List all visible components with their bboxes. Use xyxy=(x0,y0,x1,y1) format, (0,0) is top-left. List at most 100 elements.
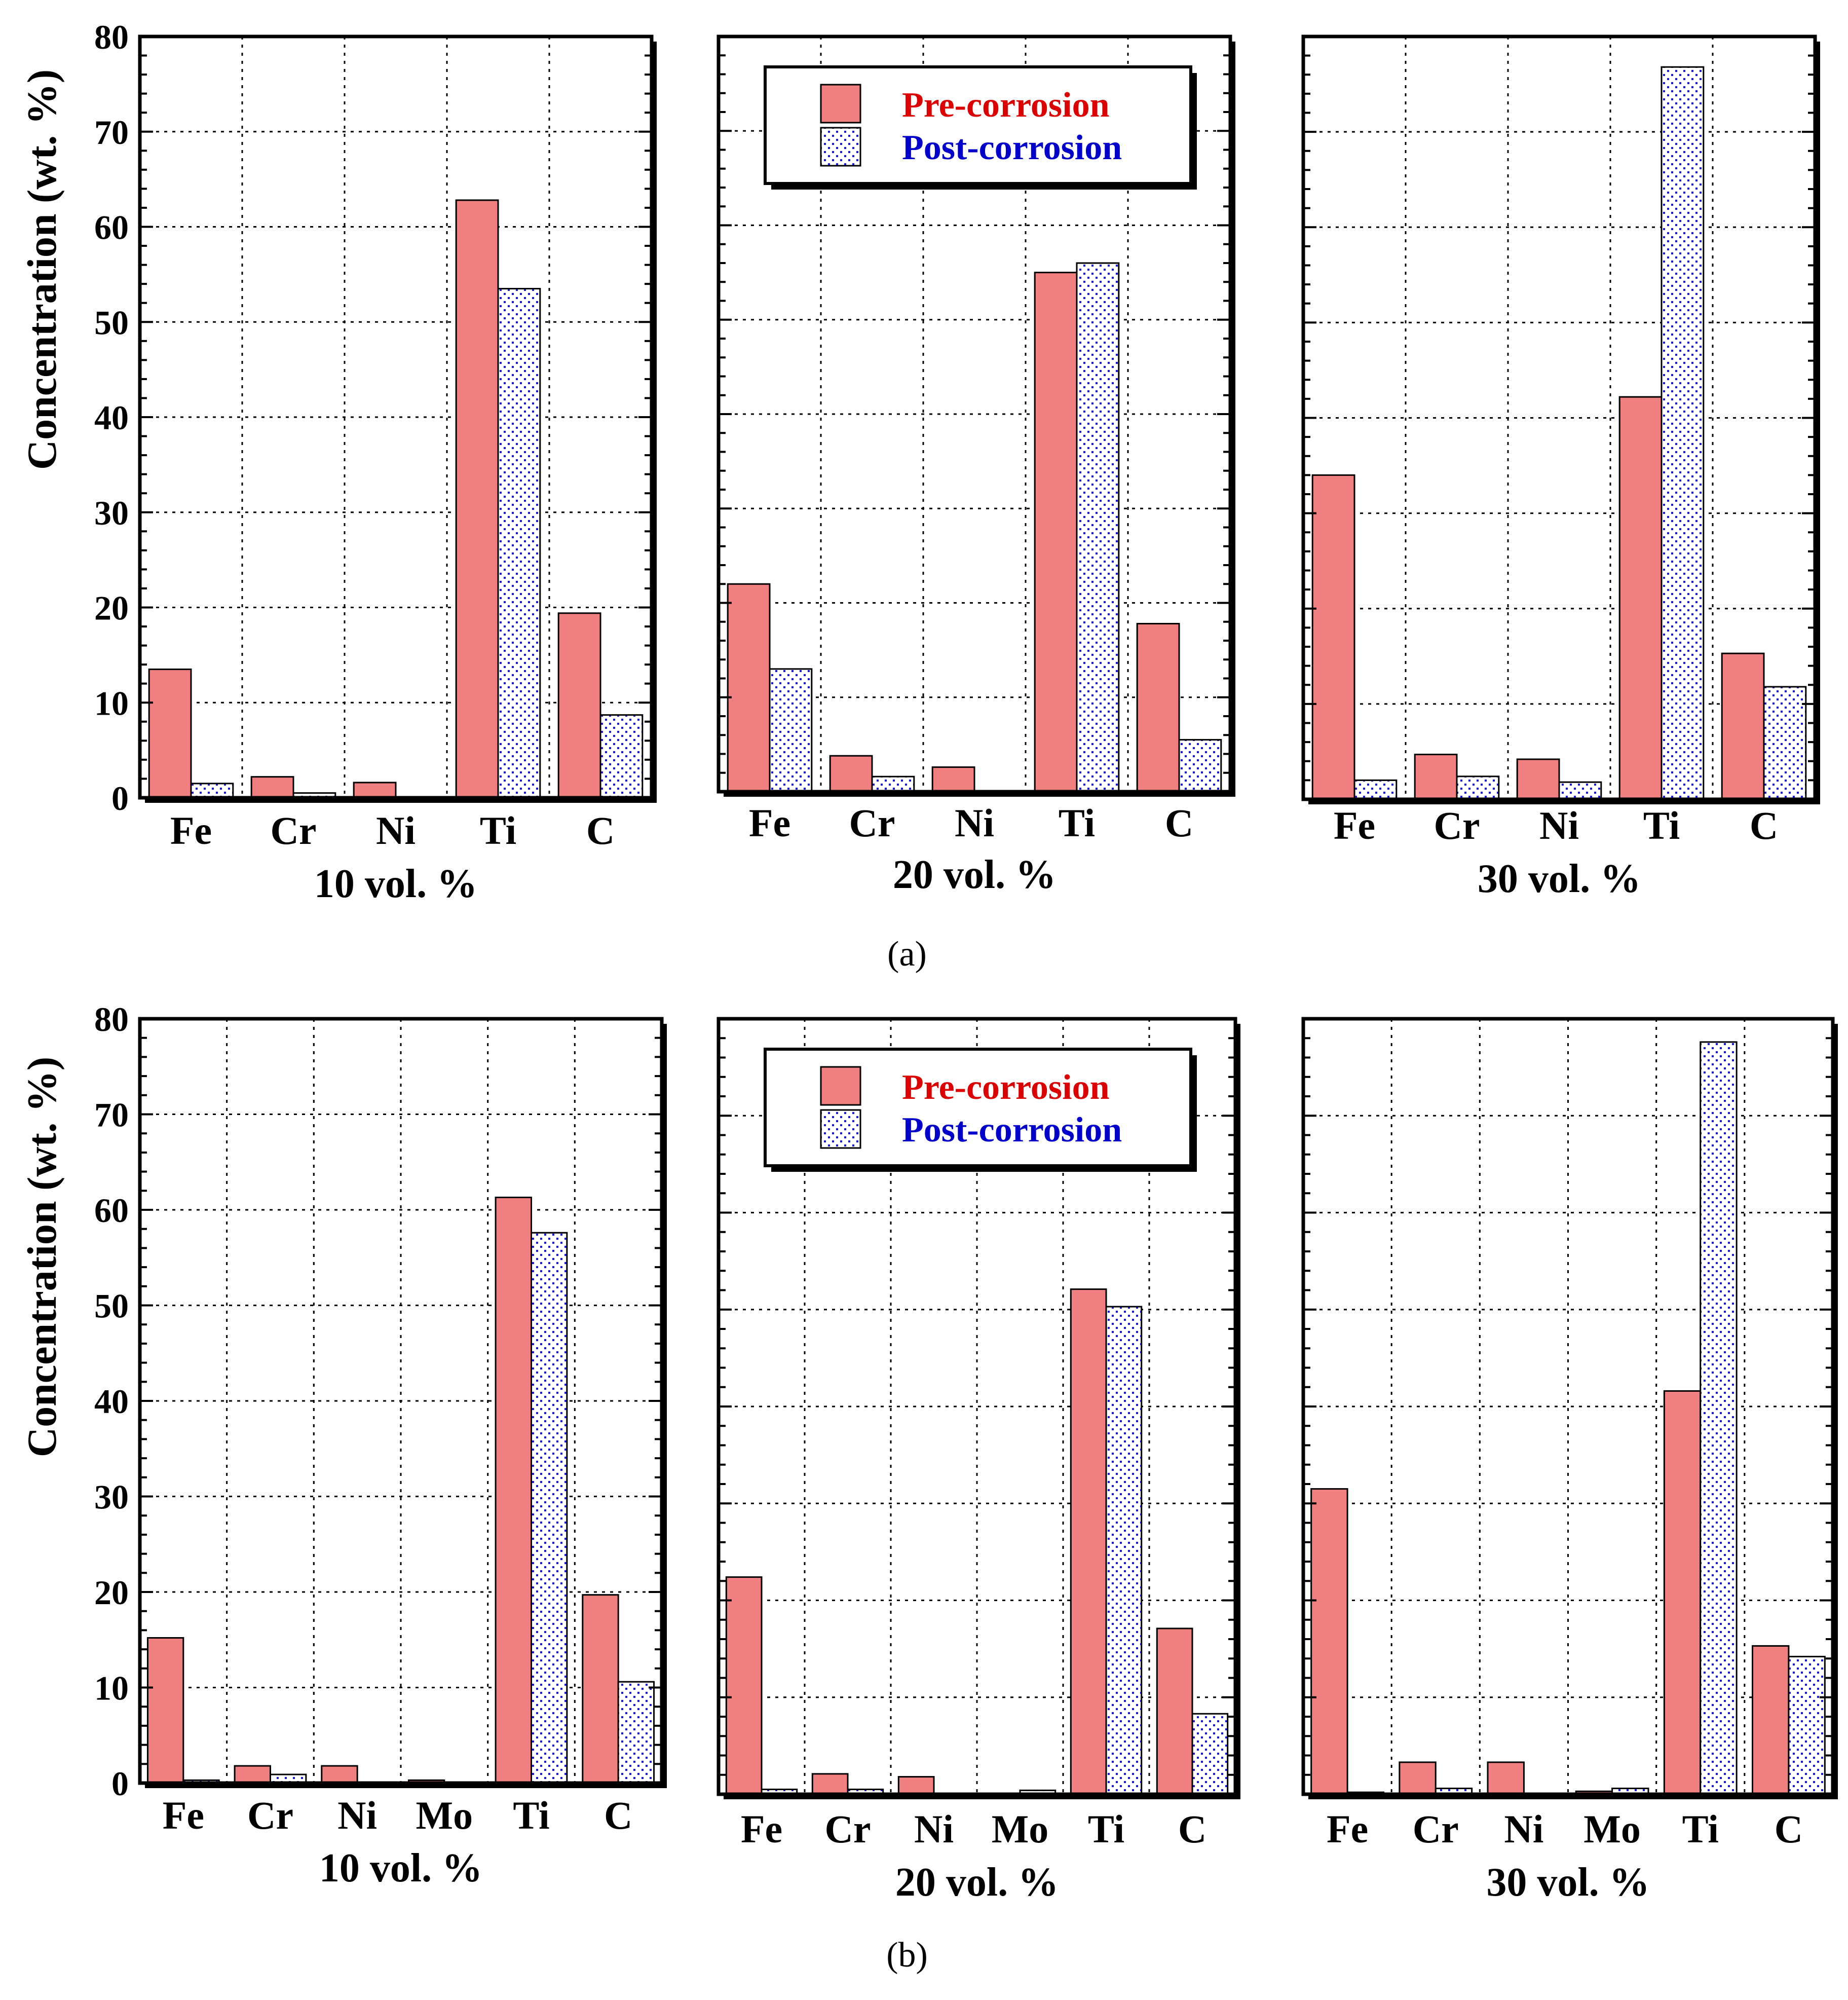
y-tick-label: 10 xyxy=(94,684,129,722)
y-tick-label: 10 xyxy=(94,1669,129,1708)
bar-pre-cr xyxy=(1414,754,1458,800)
category-label-ti: Ti xyxy=(1682,1807,1719,1851)
bar-post-ti xyxy=(1076,262,1120,793)
bar-post-ti xyxy=(1105,1306,1143,1795)
legend-swatch-post xyxy=(820,1109,861,1149)
bar-post-c xyxy=(1191,1713,1229,1795)
bar-post-ti xyxy=(497,288,541,799)
category-label-ni: Ni xyxy=(1539,803,1579,847)
category-label-ti: Ti xyxy=(480,808,516,853)
bar-pre-fe xyxy=(1311,474,1355,800)
category-label-fe: Fe xyxy=(163,1793,204,1837)
category-label-cr: Cr xyxy=(247,1793,293,1837)
y-tick-label: 0 xyxy=(111,1764,129,1803)
category-label-ni: Ni xyxy=(955,801,994,845)
y-tick-label: 40 xyxy=(94,398,129,437)
bar-pre-cr xyxy=(829,755,873,793)
panel-title: 20 vol. % xyxy=(895,1860,1059,1905)
bar-pre-fe xyxy=(725,1576,763,1795)
panel-b-2: Fe Cr Ni Mo Ti C 20 vol. % Pre-corrosionPost-co… xyxy=(716,1017,1240,1905)
bar-post-cr xyxy=(871,775,915,793)
caption-a: (a) xyxy=(887,935,927,974)
category-label-ni: Ni xyxy=(1504,1807,1543,1851)
y-tick-label: 80 xyxy=(94,1000,129,1039)
category-label-mo: Mo xyxy=(992,1807,1049,1851)
bar-pre-cr xyxy=(234,1765,271,1784)
y-tick-label: 20 xyxy=(94,1573,129,1612)
panel-title: 30 vol. % xyxy=(1486,1860,1649,1905)
bar-pre-ni xyxy=(897,1776,935,1795)
bar-pre-cr xyxy=(811,1773,849,1795)
y-tick-label: 50 xyxy=(94,1287,129,1325)
bar-post-c xyxy=(1788,1655,1826,1795)
y-tick-label: 60 xyxy=(94,208,129,247)
bar-post-fe xyxy=(769,668,813,793)
bar-pre-ni xyxy=(321,1765,358,1784)
legend-swatch-post xyxy=(820,127,861,167)
bar-pre-ti xyxy=(1618,396,1663,800)
category-label-cr: Cr xyxy=(825,1807,871,1851)
bar-pre-c xyxy=(1752,1645,1790,1795)
legend-label-pre: Pre-corrosion xyxy=(902,86,1110,125)
panel-title: 10 vol. % xyxy=(319,1846,482,1891)
panel-b-3: Fe Cr Ni Mo Ti C 30 vol. % xyxy=(1301,1017,1838,1905)
category-label-mo: Mo xyxy=(1583,1807,1641,1851)
category-label-fe: Fe xyxy=(741,1807,782,1851)
category-label-ni: Ni xyxy=(914,1807,954,1851)
y-tick-label: 50 xyxy=(94,303,129,342)
category-label-c: C xyxy=(1165,801,1193,845)
category-label-ti: Ti xyxy=(1088,1807,1124,1851)
bar-pre-fe xyxy=(727,583,771,793)
y-axis-label-a: Concentration (wt. %) xyxy=(19,69,65,470)
bar-pre-ni xyxy=(353,782,397,799)
legend-swatch-pre xyxy=(820,84,861,124)
bar-pre-fe xyxy=(148,669,192,799)
category-label-cr: Cr xyxy=(1413,1807,1459,1851)
plot-area xyxy=(1303,1019,1833,1794)
bar-post-c xyxy=(1178,739,1222,793)
y-tick-label: 80 xyxy=(94,18,129,56)
bar-pre-c xyxy=(1136,622,1180,793)
legend-label-post: Post-corrosion xyxy=(902,1110,1122,1150)
category-label-c: C xyxy=(586,808,615,853)
category-label-c: C xyxy=(1750,803,1778,847)
category-label-c: C xyxy=(604,1793,632,1837)
y-tick-label: 70 xyxy=(94,1096,129,1134)
bar-pre-c xyxy=(1156,1627,1193,1795)
y-tick-label: 40 xyxy=(94,1382,129,1421)
panel-title: 10 vol. % xyxy=(314,862,477,906)
y-tick-label: 0 xyxy=(111,779,129,818)
bar-pre-ti xyxy=(1034,272,1078,793)
category-label-cr: Cr xyxy=(271,808,317,853)
bar-post-fe xyxy=(1353,779,1398,800)
bar-pre-fe xyxy=(1310,1488,1348,1795)
category-label-mo: Mo xyxy=(416,1793,473,1837)
bar-pre-c xyxy=(557,612,601,799)
category-label-ni: Ni xyxy=(376,808,416,853)
category-label-ti: Ti xyxy=(1059,801,1095,845)
panel-a-2: Fe Cr Ni Ti C 20 vol. % Pre-corrosionPost-corr… xyxy=(716,34,1235,897)
y-tick-label: 20 xyxy=(94,589,129,627)
bar-pre-ti xyxy=(455,199,499,799)
bar-post-ti xyxy=(1661,66,1705,800)
category-label-c: C xyxy=(1178,1807,1206,1851)
panel-b-1: Fe Cr Ni Mo Ti C 0 10 20 30 40 50 60 70 80 10 vol. % xyxy=(94,1000,667,1891)
bar-pre-c xyxy=(1721,652,1765,800)
legend-label-pre: Pre-corrosion xyxy=(902,1068,1110,1107)
category-label-fe: Fe xyxy=(170,808,212,853)
category-label-ti: Ti xyxy=(513,1793,549,1837)
caption-b: (b) xyxy=(886,1936,928,1975)
y-tick-label: 30 xyxy=(94,1478,129,1516)
y-tick-label: 30 xyxy=(94,494,129,532)
legend-label-post: Post-corrosion xyxy=(902,128,1122,167)
panel-title: 30 vol. % xyxy=(1478,857,1641,901)
bar-pre-ti xyxy=(495,1196,532,1784)
category-label-c: C xyxy=(1775,1807,1803,1851)
bar-post-ti xyxy=(1700,1041,1738,1795)
bar-post-c xyxy=(617,1681,655,1784)
category-label-ti: Ti xyxy=(1643,803,1680,847)
y-axis-label-b: Concentration (wt. %) xyxy=(19,1057,65,1457)
bar-pre-c xyxy=(582,1594,619,1784)
bar-pre-ti xyxy=(1663,1390,1702,1795)
